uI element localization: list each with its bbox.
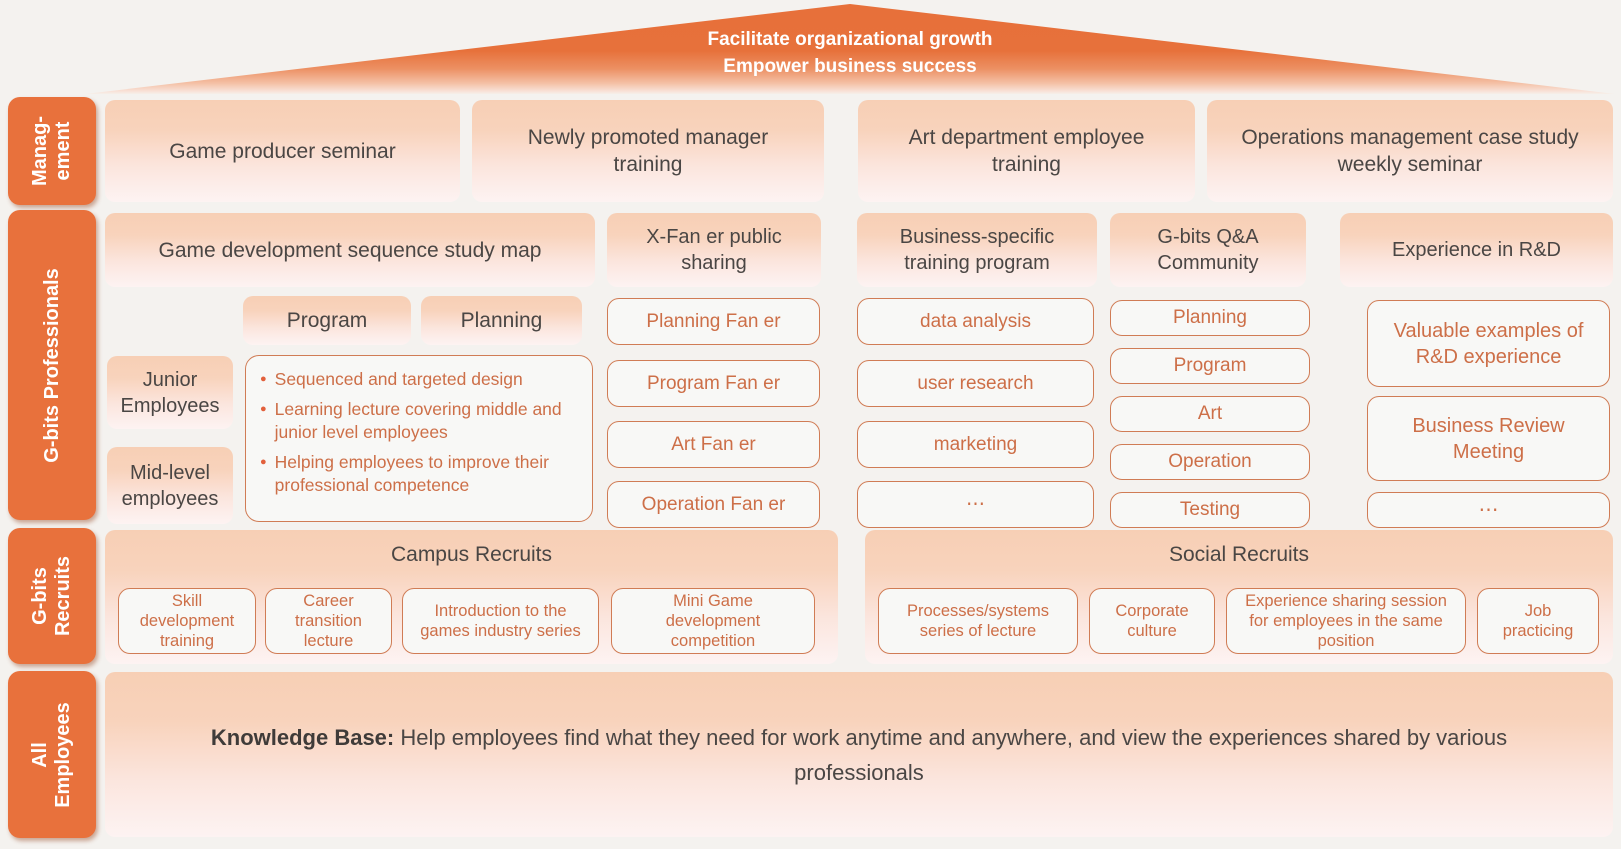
qa-item-planning: Planning bbox=[1110, 300, 1310, 336]
sidebar-tab-recruits: G-bits Recruits bbox=[8, 528, 96, 664]
sidebar-tab-professionals-label: G-bits Professionals bbox=[40, 267, 63, 463]
header-xfaner-public-sharing: X-Fan er public sharing bbox=[607, 213, 821, 287]
campus-item-games-industry-series: Introduction to the games industry serie… bbox=[402, 588, 599, 654]
xfaner-item-planning: Planning Fan er bbox=[607, 298, 820, 345]
study-map-bullet-2: ● Learning lecture covering middle and j… bbox=[260, 399, 562, 442]
rd-item-valuable-examples: Valuable examples of R&D experience bbox=[1367, 300, 1610, 387]
bullet-dot-icon: ● bbox=[260, 403, 267, 415]
xfaner-item-operation: Operation Fan er bbox=[607, 481, 820, 528]
social-item-corporate-culture: Corporate culture bbox=[1089, 588, 1215, 654]
management-item-art-department-training: Art department employee training bbox=[858, 100, 1195, 202]
banner-text: Facilitate organizational growth Empower… bbox=[85, 26, 1615, 80]
knowledge-base-label: Knowledge Base: bbox=[210, 724, 395, 750]
qa-item-art: Art bbox=[1110, 396, 1310, 432]
rd-item-business-review-meeting: Business Review Meeting bbox=[1367, 396, 1610, 481]
management-item-newly-promoted-manager-training: Newly promoted manager training bbox=[472, 100, 824, 202]
audience-junior-employees: Junior Employees bbox=[107, 356, 233, 429]
header-business-specific-training: Business-specific training program bbox=[857, 213, 1097, 287]
banner-line2: Empower business success bbox=[723, 56, 977, 77]
qa-item-program: Program bbox=[1110, 348, 1310, 384]
business-item-data-analysis: data analysis bbox=[857, 298, 1094, 345]
qa-item-testing: Testing bbox=[1110, 492, 1310, 528]
campus-item-skill-training: Skill development training bbox=[118, 588, 256, 654]
social-item-processes-lecture: Processes/systems series of lecture bbox=[878, 588, 1078, 654]
management-item-game-producer-seminar: Game producer seminar bbox=[105, 100, 460, 202]
campus-recruits-title: Campus Recruits bbox=[390, 543, 553, 566]
knowledge-base-text: Knowledge Base: Help employees find what… bbox=[149, 720, 1569, 790]
campus-item-career-lecture: Career transition lecture bbox=[265, 588, 392, 654]
sidebar-tab-management-label: Manag- ement bbox=[29, 116, 74, 186]
sidebar-tab-all-employees: All Employees bbox=[8, 671, 96, 838]
sidebar-tab-all-employees-label: All Employees bbox=[29, 701, 75, 808]
xfaner-item-program: Program Fan er bbox=[607, 360, 820, 407]
campus-recruits-group: Campus Recruits Skill development traini… bbox=[105, 530, 838, 664]
study-map-tab-program: Program bbox=[243, 296, 411, 345]
sidebar-tab-recruits-label: G-bits Recruits bbox=[29, 555, 74, 637]
bullet-dot-icon: ● bbox=[260, 373, 267, 385]
business-item-more: ⋯ bbox=[857, 481, 1094, 528]
knowledge-base-description: Help employees find what they need for w… bbox=[400, 724, 1508, 785]
study-map-bullet-3: ● Helping employees to improve their pro… bbox=[260, 452, 549, 495]
business-item-user-research: user research bbox=[857, 360, 1094, 407]
rd-item-more: ⋯ bbox=[1367, 492, 1610, 528]
banner-roof: Facilitate organizational growth Empower… bbox=[85, 4, 1615, 94]
study-map-bullet-1: ● Sequenced and targeted design bbox=[260, 369, 523, 389]
study-map-bullet-box: ● Sequenced and targeted design ● Learni… bbox=[245, 355, 593, 522]
banner-line1: Facilitate organizational growth bbox=[707, 29, 993, 50]
social-recruits-title: Social Recruits bbox=[1168, 543, 1310, 566]
social-item-experience-sharing: Experience sharing session for employees… bbox=[1226, 588, 1466, 654]
bullet-dot-icon: ● bbox=[260, 456, 267, 468]
knowledge-base-box: Knowledge Base: Help employees find what… bbox=[105, 672, 1613, 837]
header-experience-rd: Experience in R&D bbox=[1340, 213, 1613, 287]
audience-mid-level-employees: Mid-level employees bbox=[107, 447, 233, 524]
study-map-tab-planning: Planning bbox=[421, 296, 582, 345]
social-item-job-practicing: Job practicing bbox=[1477, 588, 1599, 654]
qa-item-operation: Operation bbox=[1110, 444, 1310, 480]
business-item-marketing: marketing bbox=[857, 421, 1094, 468]
sidebar-tab-professionals: G-bits Professionals bbox=[8, 210, 96, 520]
social-recruits-group: Social Recruits Processes/systems series… bbox=[865, 530, 1613, 664]
campus-item-mini-game-competition: Mini Game development competition bbox=[611, 588, 815, 654]
sidebar-tab-management: Manag- ement bbox=[8, 97, 96, 205]
xfaner-item-art: Art Fan er bbox=[607, 421, 820, 468]
management-item-operations-seminar: Operations management case study weekly … bbox=[1207, 100, 1613, 202]
header-study-map: Game development sequence study map bbox=[105, 213, 595, 287]
header-qa-community: G-bits Q&A Community bbox=[1110, 213, 1306, 287]
